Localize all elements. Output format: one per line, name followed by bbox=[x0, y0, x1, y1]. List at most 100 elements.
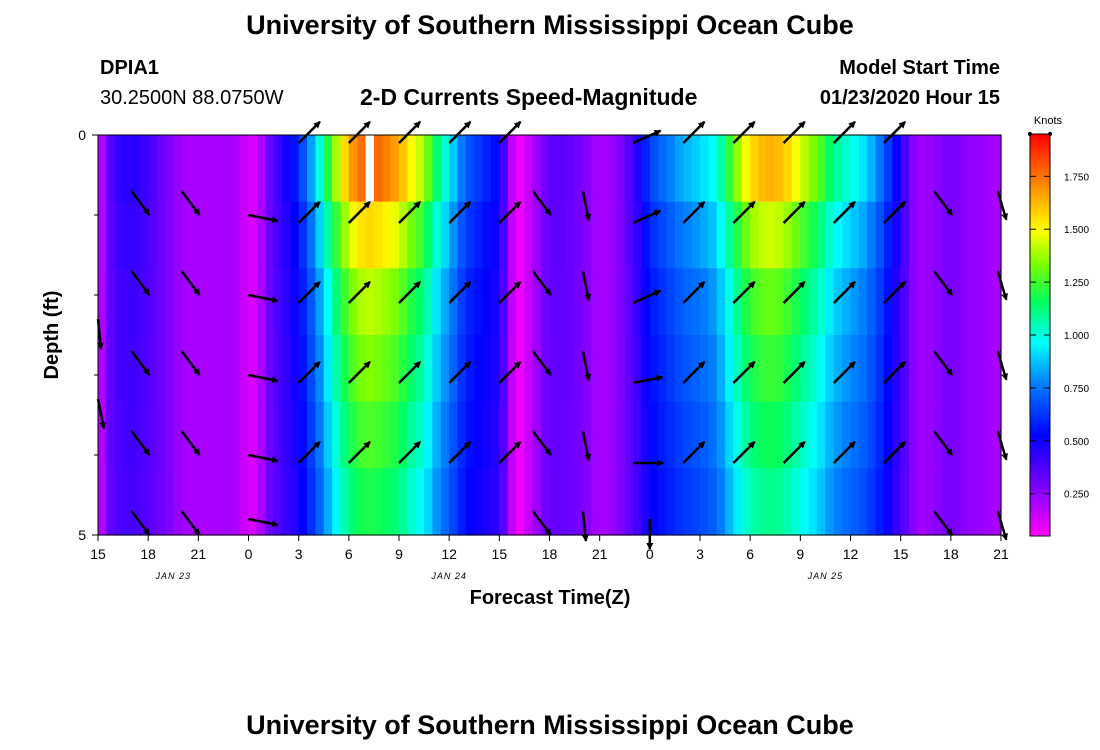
heatmap-cell bbox=[624, 335, 634, 403]
heatmap-cell bbox=[114, 401, 124, 469]
heatmap-cell bbox=[800, 335, 810, 403]
heatmap-cell bbox=[591, 401, 601, 469]
heatmap-cell bbox=[248, 268, 258, 336]
heatmap-cell bbox=[499, 201, 509, 269]
heatmap-cell bbox=[758, 335, 768, 403]
heatmap-cell bbox=[892, 401, 902, 469]
heatmap-cell bbox=[323, 468, 333, 536]
heatmap-cell bbox=[775, 268, 785, 336]
heatmap-cell bbox=[549, 268, 559, 336]
heatmap-cell bbox=[599, 468, 609, 536]
heatmap-cell bbox=[900, 135, 910, 203]
heatmap-cell bbox=[440, 401, 450, 469]
current-vector bbox=[933, 510, 954, 536]
heatmap-cell bbox=[315, 268, 325, 336]
heatmap-cell bbox=[900, 201, 910, 269]
heatmap-cell bbox=[825, 335, 835, 403]
heatmap-cell bbox=[817, 401, 827, 469]
heatmap-cell bbox=[875, 401, 885, 469]
heatmap-cell bbox=[399, 268, 408, 336]
heatmap-cell bbox=[390, 135, 400, 203]
current-vector bbox=[732, 360, 756, 384]
heatmap-cell bbox=[449, 135, 459, 203]
heatmap-cell bbox=[858, 335, 868, 403]
heatmap-cell bbox=[198, 335, 208, 403]
x-tick-label: 6 bbox=[345, 546, 353, 562]
heatmap-cell bbox=[482, 135, 492, 203]
heatmap-cell bbox=[967, 201, 977, 269]
heatmap-cell bbox=[440, 201, 450, 269]
heatmap-cell bbox=[950, 468, 960, 536]
heatmap-cell bbox=[783, 468, 793, 536]
heatmap-cell bbox=[290, 401, 300, 469]
heatmap-cell bbox=[106, 268, 116, 336]
current-vector bbox=[632, 209, 662, 225]
heatmap-cell bbox=[465, 401, 475, 469]
heatmap-cell bbox=[148, 201, 158, 269]
heatmap-cell bbox=[173, 335, 183, 403]
heatmap-cell bbox=[800, 135, 810, 203]
heatmap-cell bbox=[842, 268, 852, 336]
heatmap-cell bbox=[850, 335, 860, 403]
heatmap-cell bbox=[641, 201, 651, 269]
current-vector bbox=[498, 120, 522, 144]
heatmap-cell bbox=[390, 201, 400, 269]
heatmap-cell bbox=[733, 401, 743, 469]
heatmap-cell bbox=[490, 201, 500, 269]
heatmap-cell bbox=[298, 401, 308, 469]
heatmap-cell bbox=[290, 135, 300, 203]
heatmap-cell bbox=[624, 201, 634, 269]
heatmap-cell bbox=[415, 201, 425, 269]
heatmap-cell bbox=[608, 468, 617, 536]
current-vector bbox=[832, 280, 856, 304]
heatmap-cell bbox=[624, 401, 634, 469]
heatmap-cell bbox=[181, 468, 191, 536]
heatmap-cell bbox=[808, 268, 818, 336]
heatmap-cell bbox=[98, 335, 107, 403]
heatmap-cell bbox=[984, 268, 994, 336]
current-vector bbox=[297, 120, 321, 144]
heatmap-cell bbox=[382, 335, 392, 403]
current-vector bbox=[581, 350, 592, 382]
model-start-value: 01/23/2020 Hour 15 bbox=[819, 87, 1000, 109]
heatmap-cell bbox=[248, 468, 258, 536]
heatmap-cell bbox=[808, 401, 818, 469]
heatmap-cell bbox=[783, 401, 793, 469]
current-vector bbox=[832, 200, 856, 224]
page-title-bottom: University of Southern Mississippi Ocean… bbox=[246, 710, 854, 740]
heatmap-cell bbox=[741, 135, 751, 203]
heatmap-cell bbox=[900, 468, 910, 536]
heatmap-cell bbox=[875, 468, 885, 536]
heatmap-cell bbox=[198, 268, 208, 336]
heatmap-cell bbox=[591, 135, 601, 203]
heatmap-cell bbox=[700, 401, 709, 469]
heatmap-cell bbox=[524, 468, 534, 536]
heatmap-cell bbox=[307, 401, 316, 469]
heatmap-cell bbox=[875, 201, 885, 269]
heatmap-cell bbox=[148, 335, 158, 403]
heatmap-cell bbox=[407, 135, 417, 203]
heatmap-cell bbox=[842, 401, 852, 469]
heatmap-cell bbox=[516, 201, 526, 269]
heatmap-cell bbox=[181, 268, 191, 336]
heatmap-cell bbox=[992, 335, 1002, 403]
current-vector bbox=[297, 360, 321, 384]
heatmap-cell bbox=[557, 335, 567, 403]
current-vector bbox=[498, 280, 522, 304]
heatmap-cell bbox=[842, 201, 852, 269]
heatmap-cell bbox=[900, 401, 910, 469]
heatmap-cell bbox=[683, 268, 693, 336]
heatmap-cell bbox=[298, 268, 308, 336]
heatmap-cell bbox=[791, 401, 801, 469]
heatmap-cell bbox=[566, 268, 576, 336]
heatmap-cell bbox=[608, 201, 617, 269]
heatmap-cell bbox=[683, 335, 693, 403]
current-vector bbox=[632, 289, 662, 305]
heatmap-cell bbox=[733, 135, 743, 203]
x-tick-label: 15 bbox=[492, 546, 508, 562]
heatmap-cell bbox=[499, 401, 509, 469]
heatmap-cell bbox=[975, 268, 985, 336]
heatmap-cell bbox=[934, 268, 944, 336]
heatmap-cell bbox=[307, 268, 316, 336]
heatmap-cell bbox=[825, 401, 835, 469]
